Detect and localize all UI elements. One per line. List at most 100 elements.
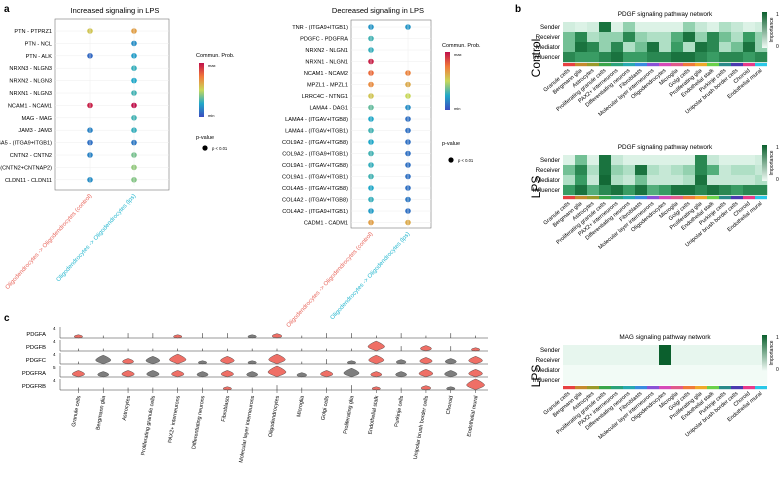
heatmap-cell — [587, 42, 600, 53]
importance-max: 1 — [776, 145, 779, 151]
violin — [395, 371, 407, 378]
heatmap-cell — [743, 42, 756, 53]
heatmap-cell — [599, 175, 612, 186]
cell-type-label: Oligodendrocytes — [268, 395, 281, 438]
heatmap-cell — [575, 345, 588, 356]
decreased-plot-frame — [350, 19, 432, 229]
heatmap-cell — [623, 42, 636, 53]
cell-type-color — [755, 63, 767, 67]
heatmap-cell — [587, 165, 600, 176]
violin — [468, 356, 483, 365]
violin — [267, 365, 287, 378]
cell-type-color — [563, 386, 575, 390]
heatmap-cell — [659, 42, 672, 53]
violin — [198, 360, 207, 365]
interaction-label: COL9A2 - (ITGAV+ITGB8) — [282, 140, 348, 146]
violin — [271, 333, 283, 339]
cell-type-color — [563, 196, 575, 200]
heatmap-cell — [755, 355, 768, 366]
decreased-pvalue-label: p < 0.01 — [458, 158, 474, 163]
importance-colorbar — [762, 12, 767, 48]
heatmap-cell — [623, 165, 636, 176]
cell-type-color — [707, 63, 719, 67]
heatmap-cell — [611, 42, 624, 53]
heatmap-cell — [659, 32, 672, 43]
heatmap-cell — [647, 375, 660, 386]
increased-title: Increased signaling in LPS — [71, 6, 160, 15]
cell-type-label: Endothelial mural — [466, 395, 479, 437]
cell-type-color — [635, 196, 647, 200]
heatmap-cell — [707, 42, 720, 53]
cell-type-color — [695, 196, 707, 200]
violin — [247, 334, 257, 339]
cell-type-color — [575, 196, 587, 200]
heatmap-cell — [599, 32, 612, 43]
violin — [296, 372, 307, 378]
heatmap-cell — [695, 345, 708, 356]
interaction-label: CLDN11 - CLDN11 — [5, 178, 52, 184]
heatmap-cell — [695, 155, 708, 166]
gene-label: PDGFC — [26, 358, 46, 364]
heatmap-cell — [563, 52, 576, 63]
violin — [171, 370, 185, 378]
heatmap-cell — [755, 175, 768, 186]
cell-type-color — [563, 63, 575, 67]
heatmap-cell — [683, 165, 696, 176]
heatmap-title: PDGF signaling pathway network — [618, 144, 713, 151]
heatmap-cell — [635, 355, 648, 366]
cell-type-color — [707, 196, 719, 200]
role-label: Receiver — [536, 34, 560, 41]
heatmap-cell — [743, 175, 756, 186]
cell-type-color — [755, 196, 767, 200]
violin — [347, 360, 356, 365]
gene-label: PDGFRB — [22, 384, 46, 390]
heatmap-cell — [743, 375, 756, 386]
heatmap-cell — [635, 22, 648, 33]
increased-xlabel-control: Oligodendrocytes -> Oligodendrocytes (co… — [5, 193, 94, 291]
interaction-label: LAMA4 - (ITGAV+ITGB1) — [285, 129, 348, 135]
violin — [246, 371, 258, 378]
violin — [121, 370, 135, 378]
heatmap-cell — [743, 32, 756, 43]
heatmap-cell — [683, 155, 696, 166]
violin — [445, 358, 457, 365]
heatmap-2: PDGF signaling pathway network LPS Sender R… — [529, 144, 779, 251]
interaction-label: COL9A2 - (ITGA9+ITGB1) — [282, 152, 348, 158]
cell-type-color — [635, 386, 647, 390]
heatmap-cell — [671, 375, 684, 386]
decreased-xlabel-control: Oligodendrocytes -> Oligodendrocytes (co… — [286, 231, 375, 329]
heatmap-cell — [563, 22, 576, 33]
heatmap-cell — [635, 185, 648, 196]
cell-type-color — [731, 386, 743, 390]
increased-pvalue-label: p < 0.01 — [212, 146, 228, 151]
cell-type-color — [587, 196, 599, 200]
heatmap-cell — [563, 42, 576, 53]
gene-label: PDGFB — [26, 345, 46, 351]
role-label: Mediator — [536, 177, 560, 184]
y-max-label: 5 — [53, 365, 56, 370]
cell-type-color — [743, 196, 755, 200]
violin — [169, 353, 187, 365]
cell-type-color — [683, 196, 695, 200]
violin — [220, 356, 235, 365]
heatmap-cell — [731, 345, 744, 356]
heatmap-cell — [635, 375, 648, 386]
interaction-label: CADM1 - CADM1 — [304, 221, 348, 227]
heatmap-cell — [755, 22, 768, 33]
heatmap-cell — [587, 22, 600, 33]
heatmap-cell — [755, 155, 768, 166]
heatmap-cell — [599, 345, 612, 356]
heatmap-cell — [695, 42, 708, 53]
heatmap-cell — [707, 345, 720, 356]
heatmap-cell — [719, 155, 732, 166]
heatmap-cell — [755, 42, 768, 53]
y-max-label: 4 — [53, 326, 56, 331]
heatmap-cell — [647, 155, 660, 166]
heatmap-cell — [635, 165, 648, 176]
heatmap-cell — [695, 365, 708, 376]
role-label: Sender — [540, 24, 560, 31]
heatmap-cell — [575, 32, 588, 43]
heatmap-cell — [755, 345, 768, 356]
cell-type-color — [683, 63, 695, 67]
heatmap-cell — [755, 52, 768, 63]
